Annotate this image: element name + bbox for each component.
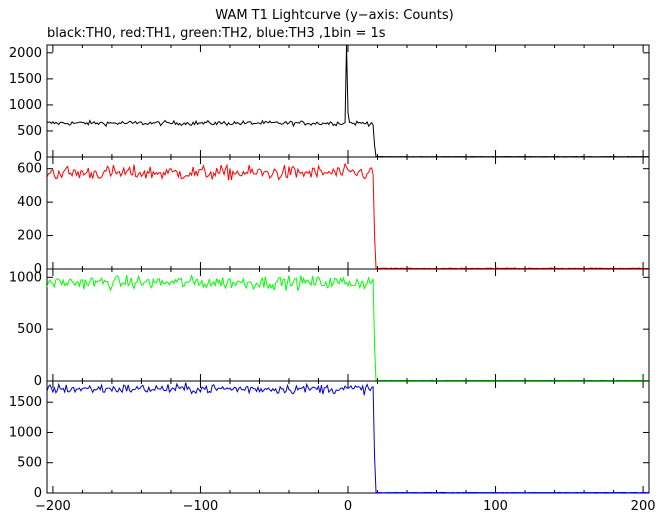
y-tick-label: 500 (17, 456, 42, 471)
x-tick-label: 0 (344, 499, 352, 514)
y-tick-label: 0 (34, 374, 42, 389)
y-tick-label: 0 (34, 262, 42, 277)
panel-frame-th3 (46, 380, 650, 494)
lightcurve-th0 (46, 44, 649, 158)
y-tick-label: 0 (34, 150, 42, 165)
chart-title: WAM T1 Lightcurve (y−axis: Counts) (215, 8, 454, 23)
y-tick-label: 1000 (9, 425, 42, 440)
y-tick-label: 1000 (9, 270, 42, 285)
x-tick-label: 200 (631, 499, 656, 514)
y-tick-label: 500 (17, 322, 42, 337)
y-tick-label: 200 (17, 229, 42, 244)
x-tick-label: 100 (483, 499, 508, 514)
y-tick-label: 0 (34, 486, 42, 501)
y-tick-label: 1500 (9, 395, 42, 410)
panel-frame-th1 (46, 156, 650, 270)
y-tick-label: 500 (17, 124, 42, 139)
lightcurve-th3 (46, 382, 650, 494)
chart-subtitle: black:TH0, red:TH1, green:TH2, blue:TH3 … (47, 26, 386, 41)
x-tick-label: −100 (183, 499, 219, 514)
y-tick-label: 1500 (9, 72, 42, 87)
y-tick-label: 600 (17, 162, 42, 177)
x-tick-label: −200 (35, 499, 71, 514)
lightcurve-th2 (46, 274, 650, 382)
y-tick-label: 2000 (9, 46, 42, 61)
y-tick-label: 1000 (9, 98, 42, 113)
y-tick-label: 400 (17, 195, 42, 210)
lightcurve-th1 (46, 162, 650, 270)
